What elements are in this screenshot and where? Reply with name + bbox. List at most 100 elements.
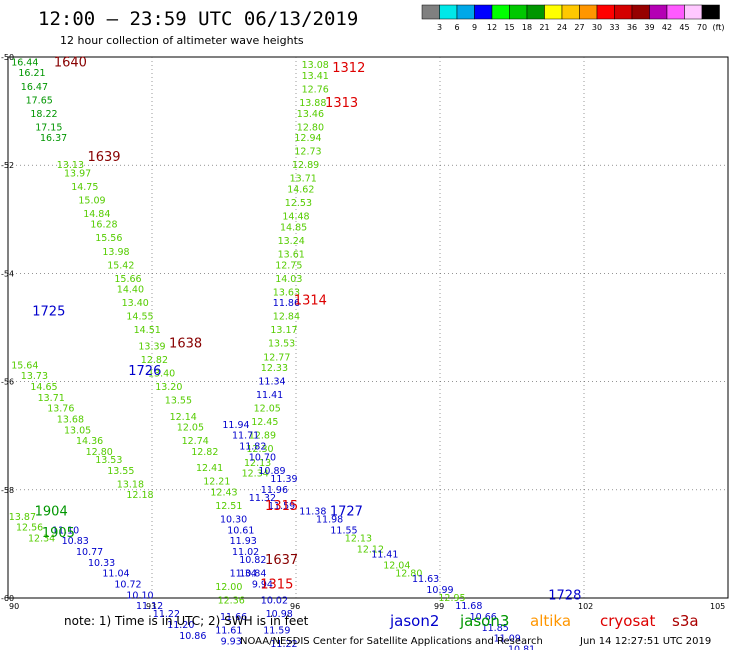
satellite-legend-jason2: jason2 (389, 612, 439, 630)
wave-height-label: 12.00 (215, 582, 242, 593)
wave-height-label: 13.68 (57, 414, 84, 425)
wave-height-label: 11.34 (258, 377, 285, 388)
wave-height-label: 11.22 (270, 639, 297, 650)
wave-height-label: 16.37 (40, 133, 67, 144)
color-bin-label: 24 (557, 23, 567, 32)
color-bin-swatch (421, 4, 440, 20)
wave-height-label: 10.84 (239, 569, 266, 580)
wave-height-label: 15.42 (107, 260, 134, 271)
wave-height-label: 12.21 (203, 477, 230, 488)
wave-height-label: 16.28 (90, 220, 117, 231)
color-bin-label: 33 (609, 23, 619, 32)
wave-height-label: 16.21 (18, 68, 45, 79)
wave-height-label: 15.56 (95, 233, 122, 244)
wave-height-label: 13.53 (95, 455, 122, 466)
wave-height-label: 11.41 (256, 390, 283, 401)
wave-height-label: 10.66 (470, 612, 497, 623)
wave-height-label: 14.40 (117, 285, 144, 296)
wave-height-label: 12.89 (249, 431, 276, 442)
page-subtitle: 12 hour collection of altimeter wave hei… (60, 34, 304, 47)
color-bin-swatch (579, 4, 598, 20)
wave-height-label: 10.61 (227, 525, 254, 536)
wave-height-label: 11.34 (230, 569, 257, 580)
color-bin-swatch (561, 4, 580, 20)
color-scale-legend: 3 6 9 12 15 18 21 24 27 30 33 36 39 42 45 70 (ft) (421, 4, 725, 32)
wave-height-label: 17.65 (26, 95, 53, 106)
wave-height-label: 13.97 (64, 168, 91, 179)
wave-height-label: 14.48 (282, 212, 309, 223)
plot-frame (7, 56, 729, 599)
wave-height-label: 11.32 (249, 493, 276, 504)
wave-height-label: 16.47 (21, 82, 48, 93)
pass-number-label: 1314 (294, 293, 327, 308)
wave-height-label: 12.18 (126, 490, 153, 501)
wave-height-label: 12.82 (191, 447, 218, 458)
wave-height-label: 11.38 (299, 506, 326, 517)
color-bin-swatch (701, 4, 720, 20)
wave-height-label: 12.12 (357, 544, 384, 555)
wave-height-label: 12.05 (177, 423, 204, 434)
y-tick-label: -54 (1, 269, 14, 278)
color-bin-label: 15 (504, 23, 514, 32)
wave-height-label: 12.51 (215, 501, 242, 512)
wave-height-label: 11.66 (220, 612, 247, 623)
wave-height-label: 10.70 (249, 452, 276, 463)
wave-height-label: 11.94 (222, 420, 249, 431)
wave-height-label: 10.10 (126, 590, 153, 601)
wave-height-label: 12.34 (28, 533, 55, 544)
wave-height-label: 12.41 (196, 463, 223, 474)
wave-height-label: 12.36 (218, 596, 245, 607)
wave-height-label: 14.85 (280, 222, 307, 233)
wave-height-label: 12.13 (345, 533, 372, 544)
wave-height-label: 9.93 (221, 636, 242, 647)
wave-height-label: 12.94 (294, 133, 321, 144)
wave-height-label: 12.95 (438, 593, 465, 604)
wave-height-label: 10.81 (508, 644, 535, 650)
pass-number-label: 1726 (128, 364, 161, 379)
color-bin-label: 30 (592, 23, 602, 32)
wave-height-label: 13.98 (102, 247, 129, 258)
x-tick-label: 102 (578, 602, 593, 611)
color-bin-label: 6 (454, 23, 459, 32)
color-bin-label: 9 (472, 23, 477, 32)
color-bin-label: 3 (437, 23, 442, 32)
wave-height-label: 13.88 (299, 98, 326, 109)
y-tick-label: -52 (1, 161, 14, 170)
wave-height-label: 14.03 (275, 274, 302, 285)
color-scale-unit: (ft) (713, 23, 725, 32)
pass-number-label: 1315 (260, 577, 293, 592)
wave-height-label: 13.40 (122, 298, 149, 309)
color-bin-swatch (614, 4, 633, 20)
wave-height-label: 14.36 (76, 436, 103, 447)
wave-height-label: 13.39 (138, 341, 165, 352)
satellite-legend-s3a: s3a (672, 612, 699, 630)
wave-height-label: 15.64 (11, 360, 38, 371)
pass-labels: 1640 1639 1638 1637 1312 1313 1314 1315 1315 1725… (32, 55, 581, 603)
pass-number-label: 1725 (32, 304, 65, 319)
pass-number-label: 1637 (265, 553, 298, 568)
wave-height-label: 10.83 (62, 536, 89, 547)
wave-height-label: 11.12 (136, 601, 163, 612)
pass-number-label: 1312 (332, 61, 365, 76)
wave-height-label: 14.62 (287, 185, 314, 196)
wave-height-label: 14.55 (126, 312, 153, 323)
wave-height-label: 13.73 (21, 371, 48, 382)
wave-height-label: 13.18 (117, 479, 144, 490)
wave-height-label: 12.76 (302, 84, 329, 95)
wave-height-label: 11.41 (371, 550, 398, 561)
wave-height-label: 12.84 (273, 312, 300, 323)
x-tick-label: 93 (146, 602, 156, 611)
wave-height-label: 13.71 (38, 393, 65, 404)
color-bin-swatch (474, 4, 493, 20)
wave-height-label: 10.30 (220, 515, 247, 526)
color-bin-label: 45 (679, 23, 689, 32)
pass-number-label: 1640 (54, 55, 87, 70)
wave-height-label: 13.61 (278, 249, 305, 260)
color-bin-swatch (439, 4, 458, 20)
wave-height-label: 14.84 (83, 209, 110, 220)
wave-height-label: 11.61 (215, 625, 242, 636)
footer-credit: NOAA/NESDIS Center for Satellite Applica… (240, 636, 543, 647)
wave-height-label: 12.74 (182, 436, 209, 447)
